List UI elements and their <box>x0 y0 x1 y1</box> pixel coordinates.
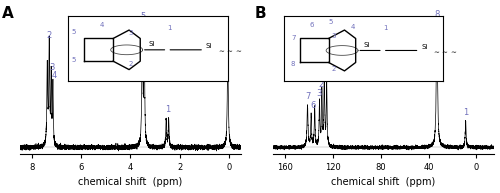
Text: 8: 8 <box>434 10 440 19</box>
Text: 1: 1 <box>463 108 468 117</box>
Text: 4: 4 <box>321 72 326 81</box>
Text: B: B <box>255 6 266 21</box>
X-axis label: chemical shift  (ppm): chemical shift (ppm) <box>78 177 182 187</box>
Text: 2: 2 <box>318 80 324 89</box>
Text: 4: 4 <box>52 71 57 80</box>
Text: 5: 5 <box>140 12 145 21</box>
Text: 5: 5 <box>324 63 328 72</box>
Text: A: A <box>2 6 14 21</box>
Text: 3: 3 <box>49 63 54 72</box>
Text: 2: 2 <box>46 31 52 40</box>
X-axis label: chemical shift  (ppm): chemical shift (ppm) <box>332 177 436 187</box>
Text: 3: 3 <box>316 89 322 97</box>
Text: 1: 1 <box>165 105 170 114</box>
Text: 7: 7 <box>305 92 310 101</box>
Text: 6: 6 <box>311 101 316 110</box>
